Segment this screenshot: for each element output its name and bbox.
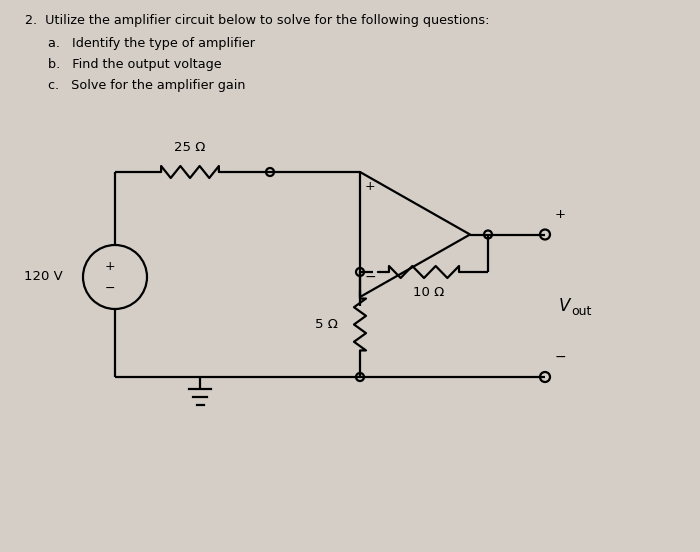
- Text: c.   Solve for the amplifier gain: c. Solve for the amplifier gain: [48, 79, 246, 92]
- Text: 5 Ω: 5 Ω: [315, 318, 338, 331]
- Text: b.   Find the output voltage: b. Find the output voltage: [48, 58, 222, 71]
- Text: 120 V: 120 V: [25, 270, 63, 284]
- Text: 2.  Utilize the amplifier circuit below to solve for the following questions:: 2. Utilize the amplifier circuit below t…: [25, 14, 489, 27]
- Text: −: −: [365, 270, 377, 284]
- Text: 10 Ω: 10 Ω: [414, 286, 444, 299]
- Text: −: −: [105, 282, 116, 295]
- Text: V: V: [559, 297, 570, 315]
- Text: +: +: [365, 179, 376, 193]
- Text: a.   Identify the type of amplifier: a. Identify the type of amplifier: [48, 37, 255, 50]
- Text: +: +: [105, 261, 116, 273]
- Text: −: −: [555, 350, 566, 364]
- Text: 25 Ω: 25 Ω: [174, 141, 206, 154]
- Text: +: +: [555, 208, 566, 221]
- Text: out: out: [571, 305, 592, 319]
